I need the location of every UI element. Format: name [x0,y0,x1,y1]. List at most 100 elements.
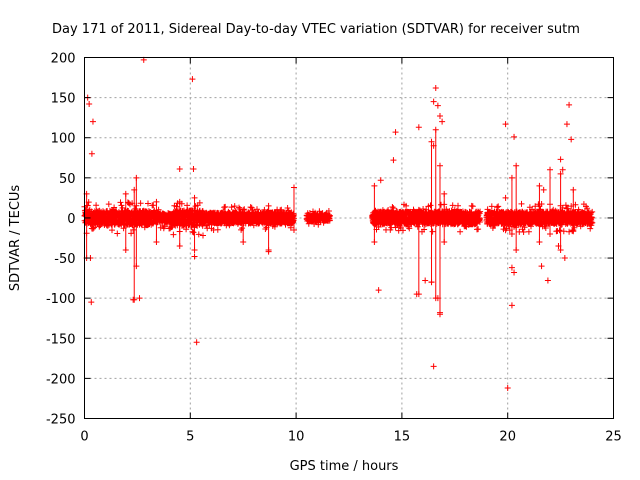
data-point [434,295,441,302]
data-point [508,230,515,237]
data-point [536,182,543,189]
x-tick-label: 15 [394,430,411,445]
data-point [432,84,439,91]
data-point [375,287,382,294]
data-point [434,102,441,109]
y-axis-label: SDTVAR / TECUs [8,185,23,292]
data-point [557,247,564,254]
data-point [371,182,378,189]
data-point [189,76,196,83]
data-point [190,166,197,173]
data-point [561,255,568,262]
data-point [133,263,140,270]
data-point [536,239,543,246]
data-point [568,136,575,143]
axis-ticks: 0 5 10 15 20 25 -250 -200 -150 -100 -50 0 50 100 150 20… [46,52,622,445]
data-point [193,339,200,346]
data-point [513,247,520,254]
data-point [122,190,129,197]
data-point [511,133,518,140]
data-point [377,177,384,184]
y-tick-label: 100 [51,132,76,147]
data-point [415,206,422,213]
plot-frame [84,57,614,419]
data-point [133,174,140,181]
data-point [441,190,448,197]
data-point [538,263,545,270]
data-point [566,101,573,108]
y-tick-label: 0 [67,212,75,227]
y-tick-label: -200 [46,372,76,387]
data-point [557,170,564,177]
data-point [191,253,198,260]
data-point [432,126,439,133]
data-point [265,202,272,209]
data-point [89,118,96,125]
data-point [176,198,183,205]
data-point [436,113,443,120]
data-point [153,198,160,205]
data-point [439,118,446,125]
y-tick-label: 200 [51,52,76,67]
chart-title: Day 171 of 2011, Sidereal Day-to-day VTE… [52,22,580,37]
y-tick-label: -100 [46,292,76,307]
data-point [265,248,272,255]
data-point [176,166,183,173]
x-tick-label: 20 [499,430,516,445]
data-point [240,206,247,213]
data-point [430,142,437,149]
y-tick-label: -50 [54,252,75,267]
data-point [88,299,95,306]
x-tick-label: 0 [80,430,88,445]
data-point [371,239,378,246]
y-tick-label: 50 [59,172,76,187]
data-point [392,129,399,136]
data-point [563,121,570,128]
data-point [88,150,95,157]
data-point [547,166,554,173]
data-point [502,194,509,201]
data-point [508,302,515,309]
y-tick-label: -250 [46,413,76,428]
data-point [436,162,443,169]
data-point [547,230,554,237]
data-point [240,239,247,246]
data-point [413,291,420,298]
data-point [504,385,511,392]
data-point [153,239,160,246]
data-point [428,138,435,145]
data-point [136,295,143,302]
gridlines [84,57,614,419]
x-axis-label: GPS time / hours [290,459,399,474]
data-point [290,184,297,191]
data-point [540,186,547,193]
data-point [436,309,443,316]
data-point [441,239,448,246]
data-point [290,226,297,233]
x-tick-label: 25 [605,430,622,445]
data-point [508,174,515,181]
y-tick-label: -150 [46,332,76,347]
data-point [430,363,437,370]
data-point-scatter [303,208,332,228]
data-point [86,101,93,108]
data-point [570,226,577,233]
data-point [559,166,566,173]
data-point [570,186,577,193]
data-point [555,243,562,250]
data-point [130,296,137,303]
data-point [422,277,429,284]
data-point [557,156,564,163]
data-point [415,124,422,131]
x-tick-label: 10 [288,430,305,445]
data-point [191,194,198,201]
data-point [511,269,518,276]
data-point [513,162,520,169]
data-point [428,279,435,286]
data-point [390,157,397,164]
data-point [430,98,437,105]
x-tick-label: 5 [186,430,194,445]
data-point [176,243,183,250]
data-point [502,121,509,128]
data-point [544,277,551,284]
